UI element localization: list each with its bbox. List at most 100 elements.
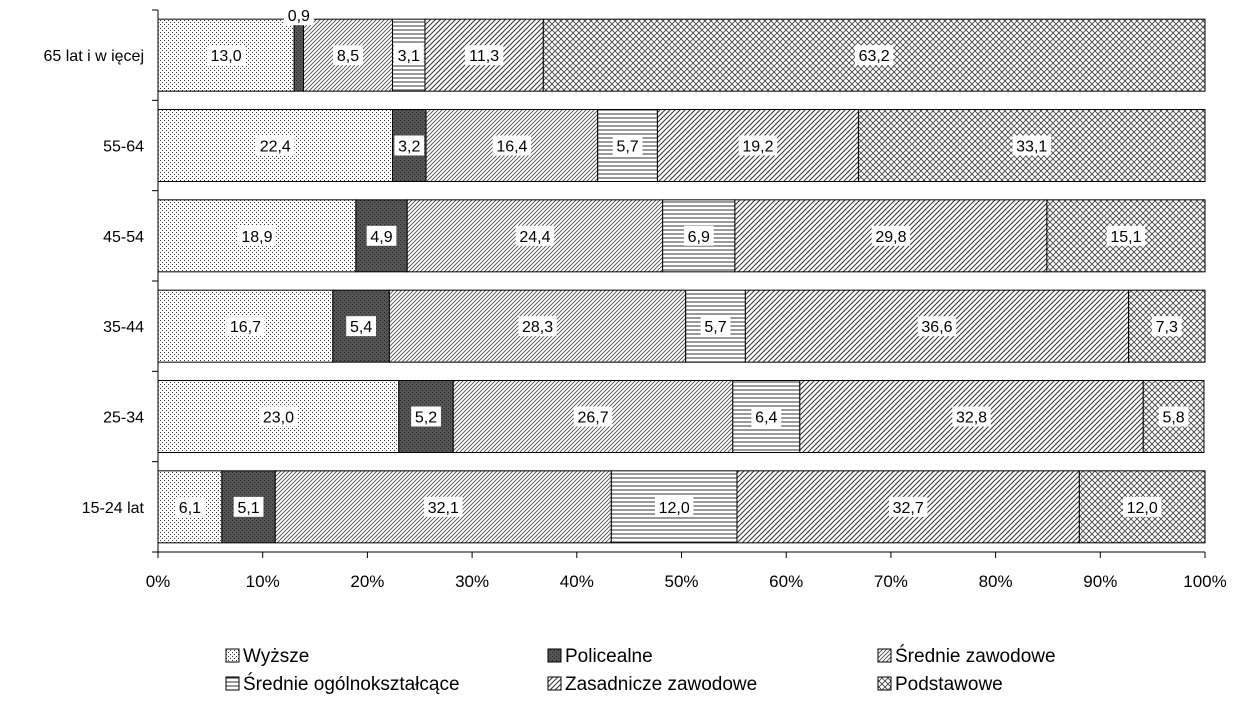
data-label-text: 16,4	[496, 139, 527, 156]
data-label-bg	[237, 225, 277, 246]
data-label-bg	[233, 496, 264, 517]
data-label-bg	[411, 406, 441, 427]
data-label-bg	[259, 406, 298, 427]
legend-swatch	[225, 676, 240, 691]
legend-item: Podstawowe	[877, 674, 1003, 695]
bar-segment	[293, 18, 305, 92]
data-label-text: 5,7	[616, 139, 638, 156]
data-label: 13,0	[206, 45, 246, 66]
x-tick-label: 60%	[769, 572, 803, 591]
data-label: 5,2	[411, 406, 441, 427]
legend: Wyższe Policealne Średnie zawodowe Średnie …	[225, 645, 1056, 695]
legend-swatch	[877, 676, 892, 691]
x-tick-label: 30%	[455, 572, 489, 591]
data-label: 6,1	[175, 496, 205, 517]
data-label-bg	[283, 5, 314, 26]
data-label-text: 5,8	[1162, 410, 1184, 427]
data-label-text: 32,7	[893, 500, 924, 517]
data-label-text: 0,9	[288, 8, 310, 25]
legend-label: Policealne	[565, 646, 653, 667]
data-label: 5,7	[700, 316, 731, 337]
legend-item: Średnie ogólnokształcące	[225, 673, 460, 695]
data-label: 24,4	[515, 225, 555, 246]
category-label: 15-24 lat	[82, 500, 145, 517]
data-labels: 13,0 0,9 8,5 3,1 11,3 63,2 22,4 3,2 16,4 5,7 19,2 3…	[175, 5, 1189, 517]
data-label: 28,3	[518, 316, 557, 337]
data-label-text: 7,3	[1156, 319, 1178, 336]
data-label-text: 3,2	[398, 139, 420, 156]
x-tick-label: 50%	[664, 572, 698, 591]
bars	[157, 18, 1206, 544]
data-label-bg	[424, 496, 463, 517]
data-label-bg	[888, 496, 928, 517]
legend-item: Wyższe	[225, 646, 309, 667]
data-label: 26,7	[573, 406, 613, 427]
bar-segment	[744, 289, 1130, 363]
category-label: 55-64	[103, 139, 144, 156]
category-label: 35-44	[103, 319, 144, 336]
legend-item: Zasadnicze zawodowe	[547, 674, 757, 695]
data-label-text: 24,4	[519, 229, 550, 246]
data-label: 23,0	[259, 406, 298, 427]
data-label-bg	[394, 135, 425, 156]
data-label: 29,8	[871, 225, 911, 246]
data-label-bg	[492, 135, 532, 156]
data-label-text: 11,3	[469, 48, 499, 65]
data-label-bg	[1012, 135, 1051, 156]
category-label: 45-54	[103, 229, 144, 246]
data-label-bg	[1122, 496, 1162, 517]
data-label: 4,9	[366, 225, 397, 246]
legend-label: Podstawowe	[895, 674, 1003, 695]
category-label: 65 lat i w ięcej	[44, 48, 145, 65]
data-label-text: 5,4	[350, 319, 372, 336]
data-label-text: 19,2	[742, 139, 773, 156]
data-label-bg	[1151, 316, 1182, 337]
data-label: 5,1	[233, 496, 264, 517]
data-label: 16,4	[492, 135, 532, 156]
data-label-text: 5,7	[704, 319, 726, 336]
data-label: 32,1	[424, 496, 463, 517]
data-label-text: 36,6	[921, 319, 952, 336]
axes: 65 lat i w ięcej 55-64 45-54 35-44 25-34 15-2…	[44, 9, 1227, 591]
legend-swatch	[225, 648, 240, 663]
data-label-bg	[256, 135, 295, 156]
data-label-text: 33,1	[1016, 139, 1047, 156]
x-tick-label: 80%	[979, 572, 1013, 591]
data-label-text: 15,1	[1110, 229, 1141, 246]
data-label-bg	[952, 406, 991, 427]
data-label-bg	[226, 316, 265, 337]
x-tick-label: 10%	[246, 572, 280, 591]
data-label-text: 28,3	[522, 319, 553, 336]
data-label: 15,1	[1106, 225, 1146, 246]
data-label-text: 5,1	[237, 500, 259, 517]
data-label: 6,4	[751, 406, 782, 427]
data-label: 12,0	[1122, 496, 1162, 517]
data-label-bg	[333, 45, 363, 66]
data-label-text: 4,9	[370, 229, 392, 246]
data-label-bg	[917, 316, 957, 337]
data-label-text: 6,9	[688, 229, 710, 246]
data-label: 16,7	[226, 316, 265, 337]
x-tick-label: 20%	[350, 572, 384, 591]
data-label: 0,9	[283, 5, 314, 26]
data-label-text: 32,1	[428, 500, 459, 517]
data-label: 11,3	[464, 45, 504, 66]
data-label: 3,1	[393, 45, 424, 66]
x-tick-label: 70%	[874, 572, 908, 591]
data-label-text: 3,1	[398, 48, 420, 65]
x-tick-label: 100%	[1183, 572, 1226, 591]
data-label-text: 13,0	[210, 48, 241, 65]
data-label-bg	[573, 406, 613, 427]
legend-item: Policealne	[547, 646, 653, 667]
data-label-bg	[700, 316, 731, 337]
data-label: 7,3	[1151, 316, 1182, 337]
data-label-text: 6,1	[179, 500, 201, 517]
data-label-bg	[518, 316, 557, 337]
data-label-bg	[393, 45, 424, 66]
data-label-text: 6,4	[755, 410, 777, 427]
data-label: 5,7	[612, 135, 643, 156]
legend-label: Średnie zawodowe	[895, 645, 1056, 667]
data-label-bg	[515, 225, 555, 246]
data-label-text: 23,0	[263, 410, 294, 427]
